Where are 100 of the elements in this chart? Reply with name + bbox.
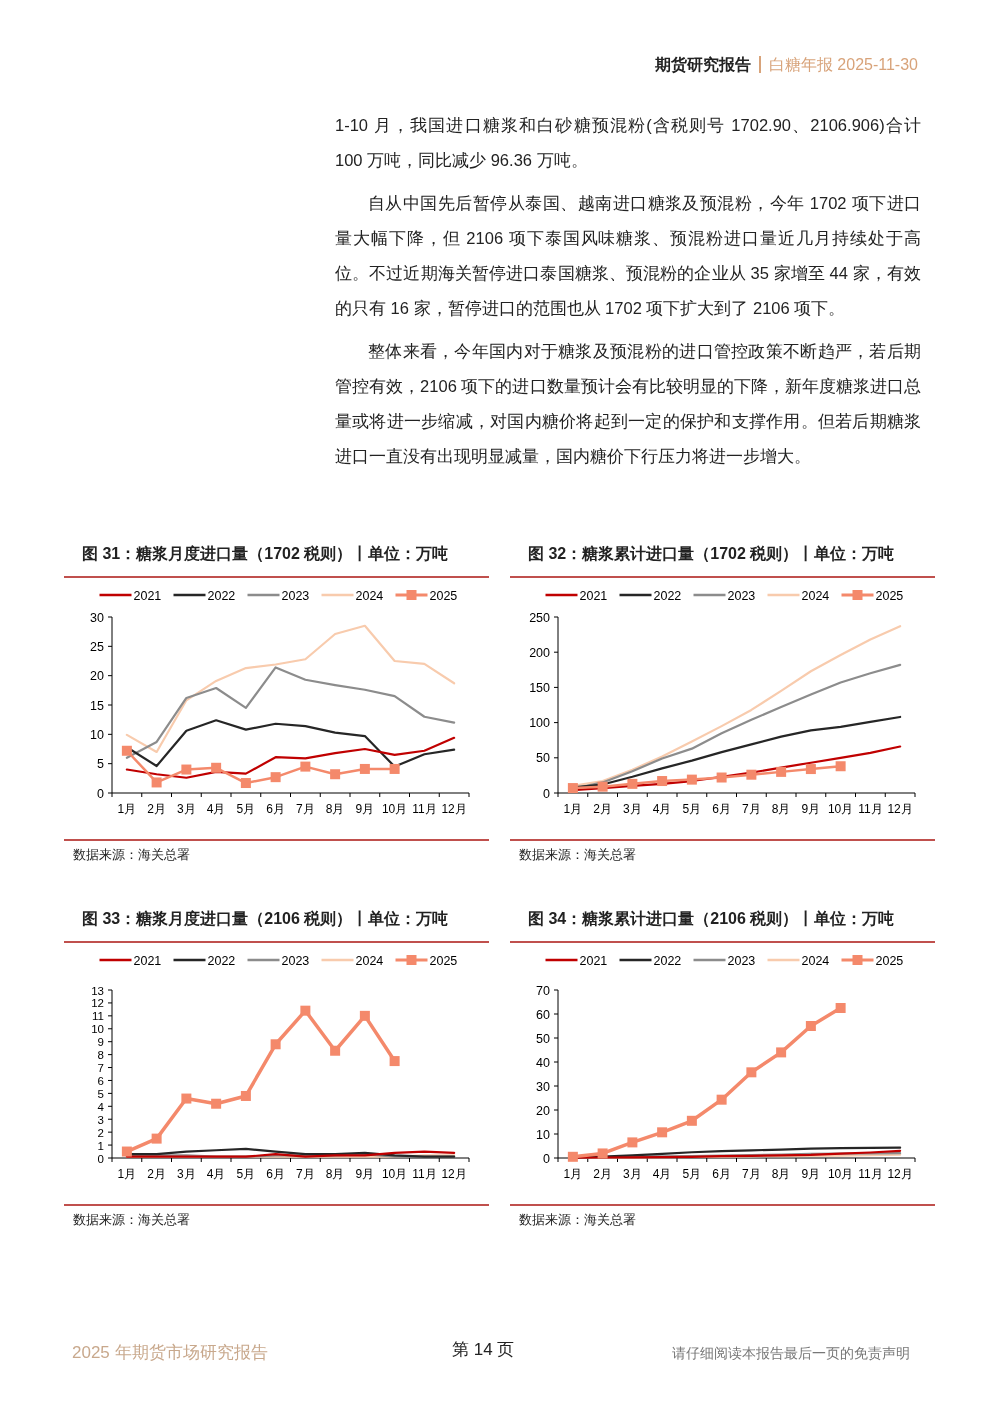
y-tick-label: 10	[90, 727, 105, 742]
legend-label: 2024	[355, 588, 384, 603]
y-tick-label: 0	[97, 786, 105, 801]
x-tick-label: 5月	[682, 1167, 702, 1181]
chart-title: 图 32：糖浆累计进口量（1702 税则）丨单位：万吨	[528, 544, 895, 564]
y-tick-label: 0	[543, 1151, 551, 1166]
legend-label: 2023	[727, 953, 756, 968]
x-tick-label: 1月	[117, 1167, 137, 1181]
legend-label: 2025	[875, 588, 904, 603]
y-tick-label: 60	[536, 1007, 551, 1022]
x-tick-label: 8月	[771, 802, 791, 816]
x-tick-label: 9月	[801, 802, 821, 816]
y-tick-label: 150	[529, 680, 551, 695]
legend-label: 2023	[727, 588, 756, 603]
y-tick-label: 0	[97, 1152, 104, 1165]
text: 第 14 页	[452, 1339, 515, 1361]
x-tick-label: 1月	[117, 802, 137, 816]
legend-label: 2022	[207, 588, 236, 603]
x-tick-label: 6月	[266, 802, 285, 816]
text: 请仔细阅读本报告最后一页的免责声明	[672, 1345, 910, 1363]
legend-label: 2025	[429, 953, 458, 968]
text: 1-10 月，我国进口糖浆和白砂糖预混粉(含税则号 1702.90、2106.906)合计 100 万吨，同比减少 96.36 万吨。	[335, 115, 921, 171]
source-note: 数据来源：海关总署	[73, 847, 190, 864]
legend-label: 2023	[281, 953, 310, 968]
x-tick-label: 3月	[177, 1167, 196, 1181]
y-tick-label: 200	[529, 645, 551, 660]
y-tick-label: 50	[536, 1031, 551, 1046]
y-tick-label: 20	[90, 669, 105, 684]
x-tick-label: 6月	[712, 802, 731, 816]
x-tick-label: 11月	[412, 1167, 437, 1181]
x-tick-label: 4月	[652, 802, 672, 816]
legend-label: 2021	[133, 953, 162, 968]
y-tick-label: 2	[97, 1126, 104, 1139]
y-tick-label: 13	[91, 984, 104, 997]
text: 整体来看，今年国内对于糖浆及预混粉的进口管控政策不断趋严，若后期管控有效，2106 项下的进口数量预计会有比较明显的下降，新年度糖浆进口总量或将进一步缩减，对国内糖价将起到一定的保护和支撑作用。但若后期糖浆进口一直没有出现明显减量，国内糖价下行压力将进一步增大。	[335, 341, 921, 467]
y-tick-label: 50	[536, 751, 551, 766]
y-tick-label: 250	[529, 610, 551, 625]
x-tick-label: 8月	[325, 802, 345, 816]
legend-label: 2022	[653, 588, 682, 603]
x-tick-label: 10月	[381, 1167, 408, 1181]
legend-label: 2024	[801, 953, 830, 968]
source-note: 数据来源：海关总署	[73, 1212, 190, 1229]
y-tick-label: 6	[97, 1074, 104, 1087]
x-tick-label: 4月	[206, 1167, 226, 1181]
x-tick-label: 9月	[801, 1167, 821, 1181]
chart-title: 图 34：糖浆累计进口量（2106 税则）丨单位：万吨	[528, 909, 895, 929]
x-tick-label: 5月	[236, 802, 256, 816]
y-tick-label: 10	[536, 1127, 551, 1142]
x-tick-label: 4月	[652, 1167, 672, 1181]
x-tick-label: 2月	[593, 802, 612, 816]
y-tick-label: 30	[536, 1079, 551, 1094]
x-tick-label: 7月	[296, 802, 315, 816]
x-tick-label: 7月	[742, 1167, 761, 1181]
chart-title: 图 33：糖浆月度进口量（2106 税则）丨单位：万吨	[82, 909, 449, 929]
x-tick-label: 6月	[712, 1167, 731, 1181]
x-tick-label: 9月	[355, 1167, 375, 1181]
x-tick-label: 7月	[742, 802, 761, 816]
x-tick-label: 8月	[325, 1167, 345, 1181]
legend-label: 2022	[207, 953, 236, 968]
x-tick-label: 12月	[887, 802, 913, 816]
chart-title: 图 31：糖浆月度进口量（1702 税则）丨单位：万吨	[82, 544, 449, 564]
legend-label: 2024	[355, 953, 384, 968]
y-tick-label: 8	[97, 1049, 104, 1062]
text: 期货研究报告	[654, 56, 751, 73]
y-tick-label: 70	[536, 983, 551, 998]
x-tick-label: 3月	[177, 802, 196, 816]
legend-label: 2021	[133, 588, 162, 603]
x-tick-label: 10月	[381, 802, 408, 816]
x-tick-label: 8月	[771, 1167, 791, 1181]
x-tick-label: 1月	[563, 1167, 583, 1181]
y-tick-label: 0	[543, 786, 551, 801]
x-tick-label: 5月	[236, 1167, 256, 1181]
legend-label: 2025	[875, 953, 904, 968]
x-tick-label: 5月	[682, 802, 702, 816]
source-note: 数据来源：海关总署	[519, 847, 636, 864]
y-tick-label: 5	[97, 1087, 104, 1100]
x-tick-label: 2月	[147, 1167, 166, 1181]
text: 自从中国先后暂停从泰国、越南进口糖浆及预混粉，今年 1702 项下进口量大幅下降，但 2106 项下泰国风味糖浆、预混粉进口量近几月持续处于高位。不过近期海关暂停进口泰国糖浆、预混粉的企业从 35 家增至 44 家，有效的只有 16 家，暂停进口的范围也从 1702 项下扩大到了 2106 项下。	[335, 193, 921, 319]
y-tick-label: 15	[90, 698, 105, 713]
y-tick-label: 11	[92, 1010, 104, 1023]
x-tick-label: 12月	[441, 802, 467, 816]
y-tick-label: 25	[90, 639, 105, 654]
x-tick-label: 7月	[296, 1167, 315, 1181]
y-tick-label: 10	[91, 1023, 104, 1036]
legend-label: 2022	[653, 953, 682, 968]
y-tick-label: 3	[97, 1113, 104, 1126]
y-tick-label: 9	[97, 1036, 104, 1049]
x-tick-label: 11月	[858, 802, 883, 816]
x-tick-label: 9月	[355, 802, 375, 816]
y-tick-label: 7	[97, 1062, 104, 1075]
y-tick-label: 4	[97, 1100, 105, 1113]
text: 2025 年期货市场研究报告	[72, 1342, 268, 1364]
x-tick-label: 10月	[827, 1167, 854, 1181]
y-tick-label: 20	[536, 1103, 551, 1118]
x-tick-label: 3月	[623, 1167, 642, 1181]
legend-label: 2025	[429, 588, 458, 603]
legend-label: 2024	[801, 588, 830, 603]
x-tick-label: 6月	[266, 1167, 285, 1181]
x-tick-label: 3月	[623, 802, 642, 816]
legend-label: 2023	[281, 588, 310, 603]
